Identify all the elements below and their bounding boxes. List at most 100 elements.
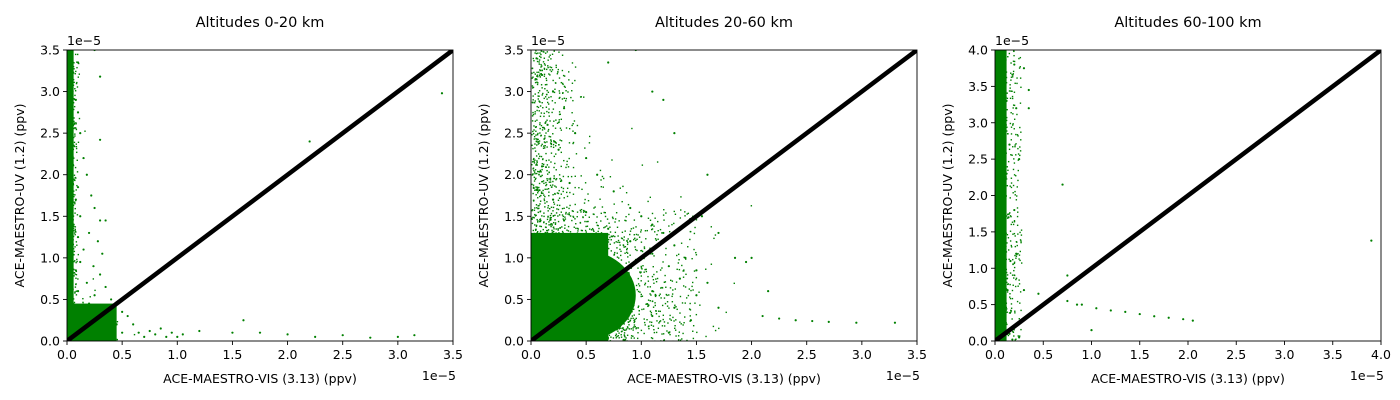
cloud-point	[568, 157, 570, 160]
cloud-point	[560, 305, 563, 308]
cloud-point	[585, 246, 587, 249]
cloud-point	[649, 247, 651, 249]
cloud-point	[563, 336, 565, 339]
cloud-point	[554, 192, 556, 195]
cloud-point	[644, 324, 646, 326]
cloud-point	[558, 92, 561, 94]
cloud-point	[583, 291, 586, 294]
cloud-point	[534, 169, 537, 171]
cloud-point	[585, 314, 587, 316]
cloud-point	[652, 265, 654, 268]
cloud-point	[543, 312, 545, 314]
cloud-point	[544, 261, 546, 263]
cloud-point	[681, 264, 683, 267]
data-point	[607, 227, 610, 230]
cloud-point	[73, 145, 76, 148]
cloud-point	[629, 254, 631, 256]
cloud-point	[665, 212, 667, 214]
y-tick-label: 1.0	[40, 250, 60, 265]
cloud-point	[556, 240, 559, 242]
cloud-point	[562, 310, 565, 313]
cloud-point	[572, 331, 574, 333]
cloud-point	[550, 58, 552, 60]
cloud-point	[601, 251, 604, 253]
data-point	[562, 219, 566, 222]
cloud-point	[588, 321, 590, 323]
cloud-point	[596, 263, 599, 266]
cloud-point	[539, 338, 542, 340]
cloud-point	[554, 307, 556, 309]
cloud-point	[542, 274, 545, 277]
cloud-point	[544, 135, 546, 137]
cloud-point	[534, 251, 536, 253]
data-point	[242, 319, 245, 322]
cloud-point	[545, 181, 547, 184]
cloud-point	[663, 209, 665, 211]
cloud-point	[563, 243, 566, 246]
cloud-point	[542, 248, 545, 250]
cloud-point	[582, 305, 584, 308]
cloud-point	[75, 127, 77, 129]
cloud-point	[633, 234, 635, 236]
cloud-point	[575, 326, 578, 328]
cloud-point	[585, 278, 588, 280]
cloud-point	[74, 273, 76, 275]
cloud-point	[542, 323, 544, 326]
cloud-point	[74, 201, 76, 203]
cloud-point	[531, 249, 534, 251]
cloud-point	[536, 141, 539, 143]
cloud-point	[541, 276, 543, 278]
cloud-point	[534, 313, 537, 315]
cloud-point	[605, 317, 608, 319]
cloud-point	[575, 312, 578, 315]
cloud-point	[538, 293, 541, 295]
cloud-point	[567, 271, 569, 273]
cloud-point	[534, 263, 537, 265]
cloud-point	[687, 246, 689, 248]
cloud-point	[557, 228, 559, 230]
cloud-point	[73, 253, 75, 256]
cloud-point	[555, 64, 557, 67]
cloud-point	[538, 339, 541, 341]
cloud-point	[622, 317, 624, 319]
cloud-point	[543, 112, 545, 115]
cloud-point	[661, 267, 663, 269]
cloud-point	[542, 256, 545, 258]
data-point	[717, 231, 720, 235]
data-point	[98, 306, 102, 309]
cloud-point	[594, 263, 596, 265]
cloud-point	[75, 290, 78, 292]
cloud-point	[656, 233, 658, 236]
cloud-point	[545, 79, 548, 82]
cloud-point	[647, 200, 649, 203]
cloud-point	[556, 294, 558, 296]
cloud-point	[603, 313, 606, 315]
cloud-point	[75, 231, 77, 233]
cloud-point	[546, 110, 548, 113]
cloud-point	[552, 334, 554, 336]
cloud-point	[614, 269, 616, 272]
cloud-point	[569, 317, 571, 319]
cloud-point	[640, 295, 642, 298]
cloud-point	[551, 315, 554, 318]
cloud-point	[547, 275, 550, 278]
cloud-point	[561, 308, 564, 311]
cloud-point	[543, 294, 545, 297]
data-point	[70, 123, 73, 126]
cloud-point	[606, 311, 609, 313]
cloud-point	[544, 64, 546, 66]
cloud-point	[572, 262, 574, 265]
data-point	[79, 215, 82, 218]
cloud-point	[643, 318, 645, 320]
cloud-point	[75, 145, 78, 148]
cloud-point	[546, 277, 549, 279]
data-point	[640, 215, 643, 218]
cloud-point	[603, 309, 605, 312]
cloud-point	[559, 313, 561, 316]
cloud-point	[623, 339, 626, 341]
cloud-point	[567, 166, 570, 168]
cloud-point	[540, 322, 543, 324]
cloud-point	[543, 250, 545, 253]
cloud-point	[558, 189, 560, 192]
cloud-point	[536, 296, 539, 299]
